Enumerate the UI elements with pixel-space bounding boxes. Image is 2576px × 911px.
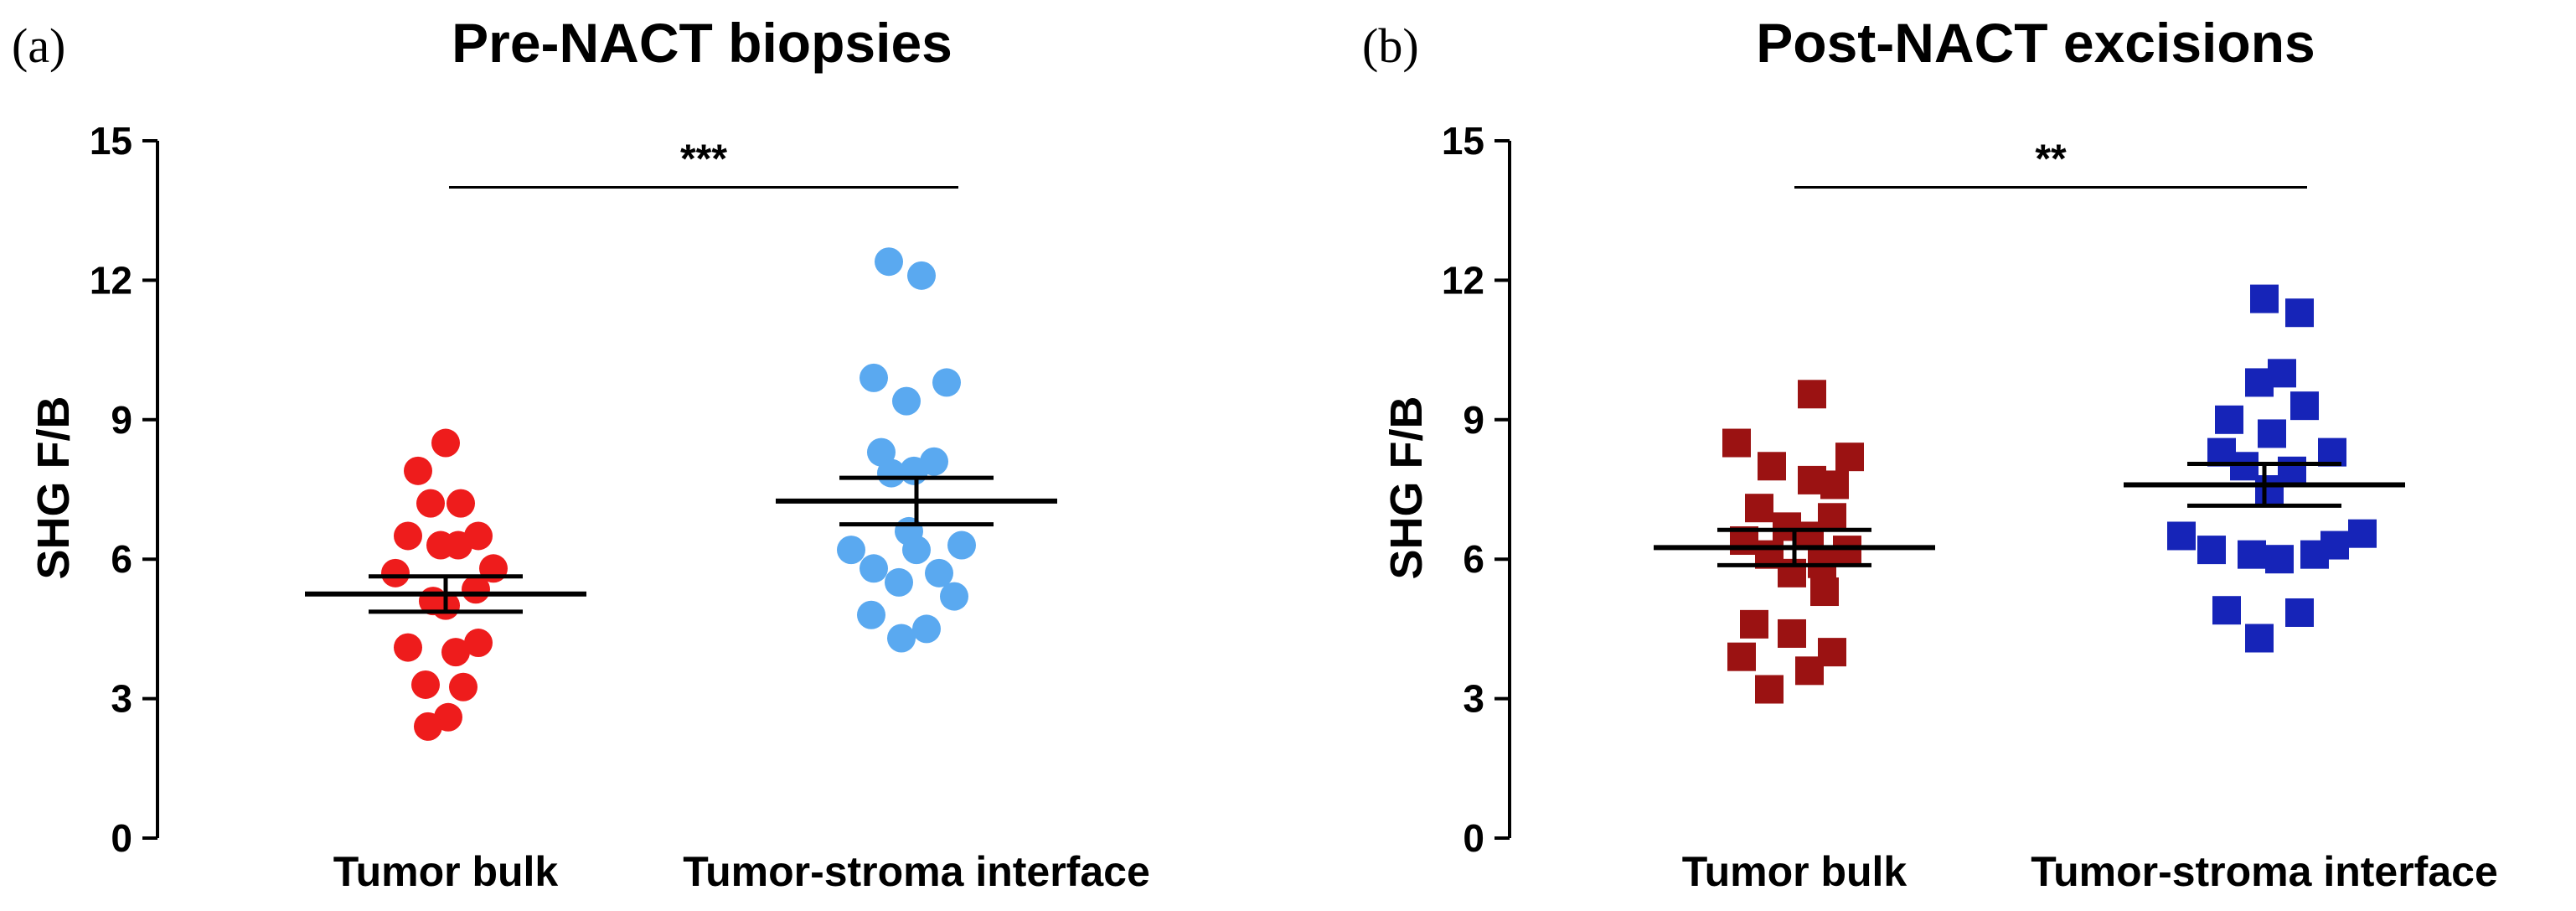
panel-a-significance-label: *** bbox=[680, 137, 727, 181]
panel-a-data-point bbox=[912, 614, 941, 644]
panel-a-y-tick-label: 12 bbox=[90, 258, 132, 302]
panel-b-data-point bbox=[2250, 284, 2279, 313]
panel-b-data-point bbox=[2290, 391, 2319, 421]
panel-b-data-point bbox=[2167, 521, 2196, 551]
panel-b-data-point bbox=[2348, 519, 2377, 548]
panel-b-data-point bbox=[1727, 642, 1756, 671]
panel-b-data-point bbox=[1745, 494, 1773, 523]
panel-b: (b) Post-NACT excisions SHG F/B 0 3 6 9 12 15… bbox=[1362, 12, 2498, 895]
panel-a-data-point bbox=[877, 458, 906, 488]
panel-a-data-point bbox=[885, 567, 913, 597]
panel-b-mean-sem-bars bbox=[1654, 461, 2405, 567]
panel-b-data-point bbox=[1820, 470, 1849, 499]
panel-b-data-marks bbox=[1722, 284, 2377, 704]
panel-a-data-point bbox=[932, 368, 961, 397]
panel-a-data-point bbox=[441, 638, 470, 667]
panel-a-data-point bbox=[414, 712, 442, 741]
panel-b-data-point bbox=[1722, 428, 1751, 458]
panel-b-data-point bbox=[2285, 598, 2314, 627]
panel-a-data-point bbox=[902, 536, 931, 565]
panel-a-data-point bbox=[394, 521, 422, 551]
panel-a-data-point bbox=[940, 582, 968, 611]
panel-b-y-axis-label: SHG F/B bbox=[1381, 396, 1432, 579]
panel-b-y-tick-label: 12 bbox=[1442, 258, 1484, 302]
panel-b-data-point bbox=[1795, 656, 1824, 686]
panel-b-data-point bbox=[1778, 619, 1806, 648]
panel-a-data-point bbox=[431, 428, 460, 458]
panel-a-title: Pre-NACT biopsies bbox=[452, 12, 952, 74]
panel-b-significance: ** bbox=[1794, 137, 2307, 189]
panel-a-data-point bbox=[875, 247, 903, 277]
panel-b-data-point bbox=[1758, 452, 1786, 481]
panel-a-data-marks bbox=[381, 247, 976, 741]
panel-a-data-point bbox=[394, 633, 422, 662]
panel-b-category-label: Tumor-stroma interface bbox=[2031, 848, 2498, 895]
panel-a-data-point bbox=[462, 575, 490, 604]
panel-b-data-point bbox=[2258, 419, 2286, 448]
panel-b-data-point bbox=[1798, 380, 1826, 409]
panel-b-data-point bbox=[2245, 624, 2274, 653]
panel-b-y-tick-label: 15 bbox=[1442, 119, 1484, 163]
panel-b-data-point bbox=[2197, 536, 2226, 565]
panel-b-data-point bbox=[1835, 443, 1864, 472]
panel-a-data-point bbox=[860, 363, 888, 392]
panel-a-data-point bbox=[892, 386, 921, 416]
panel-a-y-tick-label: 6 bbox=[111, 537, 132, 581]
panel-b-data-point bbox=[2245, 368, 2274, 397]
panel-a-data-point bbox=[860, 554, 888, 583]
panel-a-data-point bbox=[449, 672, 478, 701]
panel-a-y-tick-label: 3 bbox=[111, 677, 132, 721]
panel-a-y-tick-label: 9 bbox=[111, 398, 132, 442]
panel-a-y-tick-label: 0 bbox=[111, 816, 132, 860]
panel-a-data-point bbox=[907, 261, 936, 290]
panel-b-data-point bbox=[1740, 609, 1768, 639]
panel-b-y-tick-label: 6 bbox=[1463, 537, 1484, 581]
panel-a-y-axis: 0 3 6 9 12 15 bbox=[90, 119, 159, 860]
panel-b-significance-label: ** bbox=[2035, 137, 2067, 181]
panel-b-data-point bbox=[2265, 545, 2294, 574]
panel-b-label: (b) bbox=[1362, 18, 1419, 73]
panel-b-data-point bbox=[2238, 540, 2266, 569]
panel-a-y-tick-label: 15 bbox=[90, 119, 132, 163]
panel-a-data-point bbox=[404, 456, 432, 485]
panel-a-data-point bbox=[887, 624, 916, 653]
panel-b-y-tick-label: 0 bbox=[1463, 816, 1484, 860]
panel-a-data-point bbox=[857, 600, 885, 629]
panel-b-y-axis: 0 3 6 9 12 15 bbox=[1442, 119, 1511, 860]
panel-a-data-point bbox=[925, 558, 953, 587]
panel-b-data-point bbox=[2255, 475, 2284, 504]
panel-a-y-axis-label: SHG F/B bbox=[28, 396, 79, 579]
panel-a-mean-sem-bars bbox=[305, 475, 1057, 614]
panel-b-data-point bbox=[1755, 675, 1784, 704]
panel-a-category-label: Tumor bulk bbox=[333, 848, 559, 895]
panel-a-data-point bbox=[464, 629, 493, 658]
panel-a-data-point bbox=[411, 670, 440, 699]
panel-b-data-point bbox=[2285, 298, 2314, 328]
panel-b-data-point bbox=[2318, 437, 2346, 467]
panel-a-data-point bbox=[447, 489, 475, 518]
panel-a-category-label: Tumor-stroma interface bbox=[683, 848, 1150, 895]
panel-b-data-point bbox=[1810, 577, 1839, 607]
panel-a-data-point bbox=[947, 531, 976, 560]
panel-a-data-point bbox=[444, 531, 472, 560]
panel-b-category-label: Tumor bulk bbox=[1682, 848, 1907, 895]
panel-a-label: (a) bbox=[12, 18, 65, 73]
panel-b-data-point bbox=[2215, 405, 2243, 434]
panel-b-data-point bbox=[2300, 540, 2329, 569]
panel-b-y-tick-label: 3 bbox=[1463, 677, 1484, 721]
panel-b-data-point bbox=[2212, 596, 2241, 625]
panel-b-data-point bbox=[2230, 452, 2259, 481]
panel-a-significance: *** bbox=[449, 137, 958, 189]
panel-b-y-tick-label: 9 bbox=[1463, 398, 1484, 442]
panel-a-data-point bbox=[381, 558, 410, 587]
panel-a-data-point bbox=[837, 536, 865, 565]
panel-a-data-point bbox=[416, 489, 445, 518]
panel-b-title: Post-NACT excisions bbox=[1756, 12, 2315, 74]
panel-a: (a) Pre-NACT biopsies SHG F/B 0 3 6 9 12 15 *… bbox=[12, 12, 1150, 895]
